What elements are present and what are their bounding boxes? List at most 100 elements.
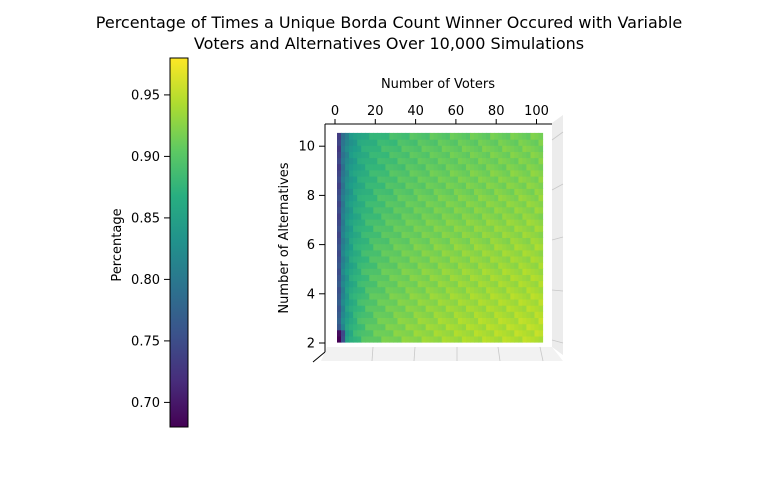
- surface-cell: [413, 169, 419, 177]
- surface-cell: [433, 145, 439, 152]
- x-tick-label: 100: [524, 104, 549, 119]
- surface-cell: [482, 317, 487, 325]
- surface-cell: [478, 237, 483, 245]
- surface-cell: [377, 151, 382, 159]
- surface-cell: [405, 200, 411, 208]
- surface-cell: [449, 329, 455, 337]
- surface-cell: [498, 311, 503, 318]
- surface-cell: [461, 323, 467, 331]
- surface-cell: [365, 335, 370, 343]
- surface-cell: [429, 163, 435, 171]
- surface-cell: [506, 231, 511, 238]
- surface-cell: [413, 237, 419, 245]
- surface-cell: [445, 311, 451, 318]
- colorbar-tick-label: 0.75: [131, 334, 160, 349]
- surface-cell: [457, 311, 463, 318]
- surface-cell: [377, 311, 382, 318]
- surface-cell: [361, 219, 366, 226]
- surface-cell: [417, 225, 423, 232]
- surface-cell: [453, 323, 459, 331]
- surface-cell: [522, 335, 527, 343]
- surface-cell: [345, 212, 350, 220]
- surface-cell: [441, 298, 447, 306]
- surface-cell: [534, 225, 540, 232]
- surface-cell: [470, 163, 475, 171]
- surface-cell: [461, 194, 467, 202]
- surface-cell: [486, 175, 491, 183]
- surface-cell: [466, 323, 471, 331]
- surface-cell: [365, 200, 370, 208]
- surface-cell: [401, 219, 407, 226]
- surface-cell: [502, 139, 507, 146]
- surface-cell: [510, 305, 515, 312]
- surface-cell: [413, 323, 419, 331]
- surface-cell: [478, 323, 483, 331]
- surface-cell: [365, 231, 370, 238]
- surface-cell: [353, 219, 358, 226]
- surface-cell: [385, 311, 390, 318]
- surface-cell: [498, 237, 503, 245]
- surface-cell: [405, 231, 411, 238]
- surface-cell: [349, 157, 354, 165]
- surface-cell: [413, 249, 419, 257]
- surface-cell: [385, 151, 390, 159]
- surface-cell: [526, 280, 531, 288]
- surface-cell: [357, 231, 362, 238]
- surface-cell: [369, 298, 374, 306]
- surface-cell: [526, 323, 531, 331]
- surface-cell: [377, 194, 382, 202]
- surface-cell: [534, 132, 540, 140]
- surface-cell: [429, 274, 435, 282]
- surface-cell: [474, 225, 479, 232]
- surface-cell: [369, 237, 374, 245]
- surface-cell: [510, 323, 515, 331]
- surface-cell: [357, 274, 362, 282]
- surface-cell: [429, 292, 435, 300]
- surface-cell: [341, 268, 346, 275]
- surface-cell: [373, 262, 378, 269]
- surface-cell: [437, 274, 443, 282]
- surface-cell: [389, 194, 394, 202]
- surface-cell: [534, 175, 540, 183]
- surface-cell: [478, 243, 483, 251]
- surface-cell: [522, 298, 527, 306]
- surface-cell: [341, 262, 346, 269]
- surface-cell: [405, 298, 411, 306]
- surface-cell: [445, 219, 451, 226]
- surface-cell: [478, 231, 483, 238]
- surface-cell: [498, 329, 503, 337]
- surface-cell: [409, 139, 415, 146]
- surface-cell: [377, 286, 382, 294]
- surface-cell: [522, 262, 527, 269]
- surface-cell: [433, 298, 439, 306]
- surface-cell: [478, 286, 483, 294]
- surface-cell: [345, 163, 350, 171]
- surface-cell: [417, 317, 423, 325]
- surface-cell: [510, 175, 515, 183]
- surface-cell: [345, 219, 350, 226]
- surface-cell: [538, 292, 544, 300]
- surface-cell: [518, 169, 523, 177]
- surface-cell: [397, 317, 403, 325]
- surface-cell: [385, 335, 390, 343]
- surface-cell: [466, 298, 471, 306]
- surface-cell: [486, 274, 491, 282]
- surface-cell: [534, 255, 540, 263]
- surface-cell: [526, 212, 531, 220]
- surface-cell: [345, 317, 350, 325]
- surface-cell: [470, 182, 475, 189]
- surface-cell: [474, 169, 479, 177]
- surface-cell: [457, 212, 463, 220]
- surface-cell: [461, 219, 467, 226]
- surface-cell: [470, 225, 475, 232]
- surface-cell: [502, 163, 507, 171]
- surface-cell: [425, 335, 431, 343]
- surface-cell: [530, 169, 536, 177]
- surface-cell: [466, 169, 471, 177]
- surface-cell: [365, 225, 370, 232]
- surface-cell: [466, 139, 471, 146]
- surface-cell: [361, 212, 366, 220]
- surface-cell: [357, 157, 362, 165]
- surface-cell: [530, 157, 536, 165]
- surface-cell: [361, 145, 366, 152]
